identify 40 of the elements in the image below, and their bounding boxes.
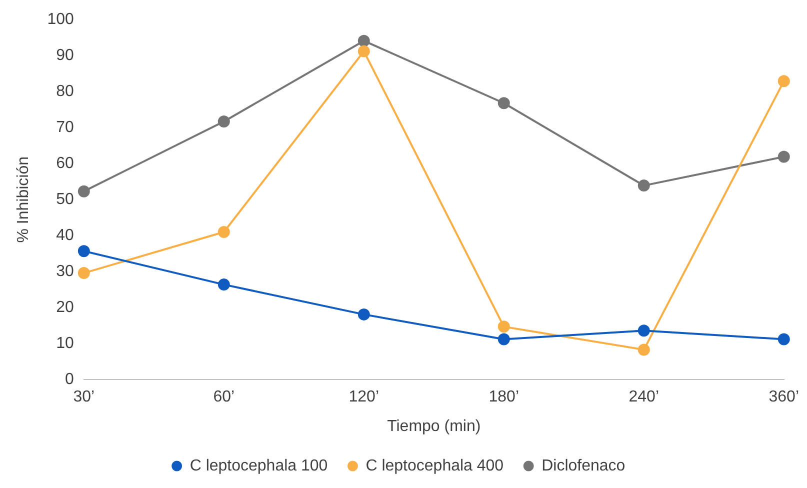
point [778,333,790,346]
y-tick-label: 60 [56,155,74,172]
point [498,97,510,110]
x-tick-label: 60’ [213,388,235,406]
y-axis-title: % Inhibición [15,156,32,243]
legend-label: Diclofenaco [542,457,626,474]
y-tick-label: 70 [56,119,74,136]
point [638,180,650,192]
point [498,320,510,333]
point [358,45,370,58]
legend-label: C leptocephala 400 [366,457,504,474]
y-tick-label: 40 [56,227,74,244]
x-tick-label: 240’ [628,388,660,406]
point [78,185,90,198]
point [218,115,230,128]
x-tick-label: 30’ [73,388,95,406]
legend-label: C leptocephala 100 [190,457,328,474]
point [498,333,510,346]
y-tick-label: 90 [56,47,74,64]
y-tick-label: 80 [56,83,74,100]
point [358,308,370,320]
point [638,344,650,356]
point [778,75,790,88]
y-tick-label: 100 [47,11,74,28]
point [218,278,230,291]
y-tick-label: 10 [56,335,74,352]
x-tick-label: 120’ [348,388,380,406]
point [778,150,790,163]
y-tick-label: 50 [56,191,74,208]
y-tick-label: 0 [64,371,74,388]
y-tick-label: 30 [56,263,74,280]
point [78,245,90,258]
x-tick-label: 360’ [768,388,799,406]
x-tick-label: 180’ [488,388,520,406]
point [218,226,230,238]
y-tick-label: 20 [56,299,74,316]
point [358,34,370,47]
point [638,324,650,337]
point [78,267,90,280]
x-axis-title: Tiempo (min) [387,418,481,435]
